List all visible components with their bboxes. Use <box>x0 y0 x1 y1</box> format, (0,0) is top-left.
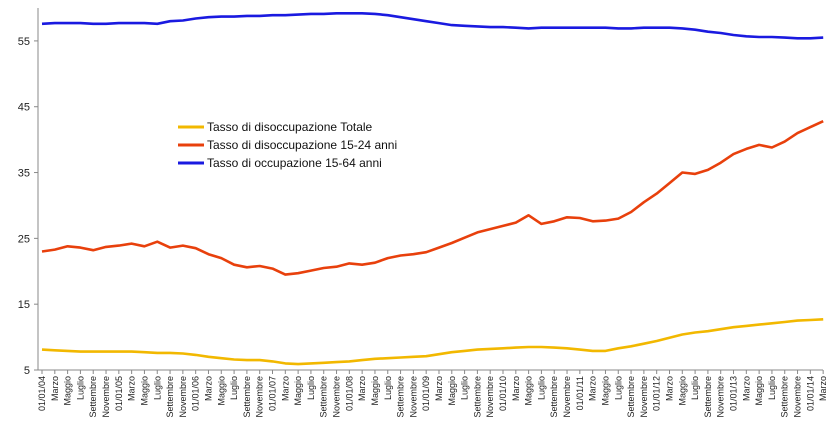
x-tick-label: Marzo <box>818 376 828 401</box>
y-tick-label: 35 <box>18 168 30 180</box>
x-tick-label: Luglio <box>690 376 700 400</box>
x-tick-label: Maggio <box>524 376 534 406</box>
x-tick-label: Settembre <box>242 376 252 418</box>
x-tick-label: Novembre <box>408 376 418 418</box>
x-tick-label: Settembre <box>396 376 406 418</box>
y-tick-label: 5 <box>24 365 30 377</box>
x-tick-label: 01/01/06 <box>191 376 201 411</box>
x-tick-label: Luglio <box>536 376 546 400</box>
x-tick-label: Luglio <box>613 376 623 400</box>
series-line-2 <box>41 120 824 276</box>
x-tick-label: Marzo <box>50 376 60 401</box>
y-tick-label: 45 <box>18 102 30 114</box>
x-tick-label: 01/01/13 <box>729 376 739 411</box>
x-tick-label: 01/01/04 <box>37 376 47 411</box>
x-tick-label: Luglio <box>460 376 470 400</box>
x-tick-label: Novembre <box>639 376 649 418</box>
x-tick-label: 01/01/10 <box>498 376 508 411</box>
x-tick-label: 01/01/05 <box>114 376 124 411</box>
x-tick-label: Marzo <box>434 376 444 401</box>
x-tick-label: Marzo <box>511 376 521 401</box>
x-tick-label: Maggio <box>370 376 380 406</box>
x-tick-label: Novembre <box>485 376 495 418</box>
legend-label: Tasso di occupazione 15-64 anni <box>207 156 382 170</box>
x-tick-label: Novembre <box>101 376 111 418</box>
x-tick-label: Maggio <box>677 376 687 406</box>
x-axis-ticks: 01/01/04 Marzo Maggio Luglio Settembre Novemb… <box>37 370 828 418</box>
y-tick-label: 55 <box>18 36 30 48</box>
legend-label: Tasso di disoccupazione 15-24 anni <box>207 138 397 152</box>
x-tick-label: 01/01/07 <box>268 376 278 411</box>
x-tick-label: Novembre <box>562 376 572 418</box>
x-tick-label: Novembre <box>255 376 265 418</box>
x-tick-label: Novembre <box>716 376 726 418</box>
axes <box>37 8 823 371</box>
x-tick-label: 01/01/11 <box>575 376 585 410</box>
x-tick-label: Novembre <box>178 376 188 418</box>
x-tick-label: Maggio <box>139 376 149 406</box>
x-tick-label: 01/01/12 <box>652 376 662 411</box>
x-tick-label: Settembre <box>703 376 713 418</box>
x-tick-label: Maggio <box>600 376 610 406</box>
legend: Tasso di disoccupazione Totale Tasso di d… <box>178 120 397 170</box>
x-tick-label: Settembre <box>472 376 482 418</box>
x-tick-label: Luglio <box>306 376 316 400</box>
series-lines <box>41 12 824 366</box>
x-tick-label: Settembre <box>88 376 98 418</box>
x-tick-label: Maggio <box>293 376 303 406</box>
series-line-3 <box>41 12 824 40</box>
x-tick-label: Luglio <box>152 376 162 400</box>
x-tick-label: Settembre <box>626 376 636 418</box>
x-tick-label: Settembre <box>549 376 559 418</box>
x-tick-label: Marzo <box>664 376 674 401</box>
y-tick-label: 15 <box>18 299 30 311</box>
x-tick-label: Marzo <box>741 376 751 401</box>
x-tick-label: 01/01/14 <box>805 376 815 411</box>
x-tick-label: Marzo <box>357 376 367 401</box>
x-tick-label: Luglio <box>767 376 777 400</box>
x-tick-label: Marzo <box>280 376 290 401</box>
x-tick-label: Luglio <box>229 376 239 400</box>
series-line-1 <box>41 318 824 366</box>
x-tick-label: 01/01/08 <box>344 376 354 411</box>
x-tick-label: Novembre <box>332 376 342 418</box>
x-tick-label: Luglio <box>75 376 85 400</box>
x-tick-label: 01/01/09 <box>421 376 431 411</box>
legend-label: Tasso di disoccupazione Totale <box>207 120 373 134</box>
x-tick-label: Maggio <box>216 376 226 406</box>
x-tick-label: Novembre <box>793 376 803 418</box>
x-tick-label: Maggio <box>754 376 764 406</box>
x-tick-label: Settembre <box>319 376 329 418</box>
x-tick-label: Marzo <box>203 376 213 401</box>
x-tick-label: Settembre <box>780 376 790 418</box>
y-axis-ticks: 5 15 25 35 45 55 <box>18 36 38 377</box>
x-tick-label: Marzo <box>127 376 137 401</box>
x-tick-label: Maggio <box>63 376 73 406</box>
x-tick-label: Luglio <box>383 376 393 400</box>
x-tick-label: Marzo <box>588 376 598 401</box>
x-tick-label: Settembre <box>165 376 175 418</box>
x-tick-label: Maggio <box>447 376 457 406</box>
y-tick-label: 25 <box>18 233 30 245</box>
